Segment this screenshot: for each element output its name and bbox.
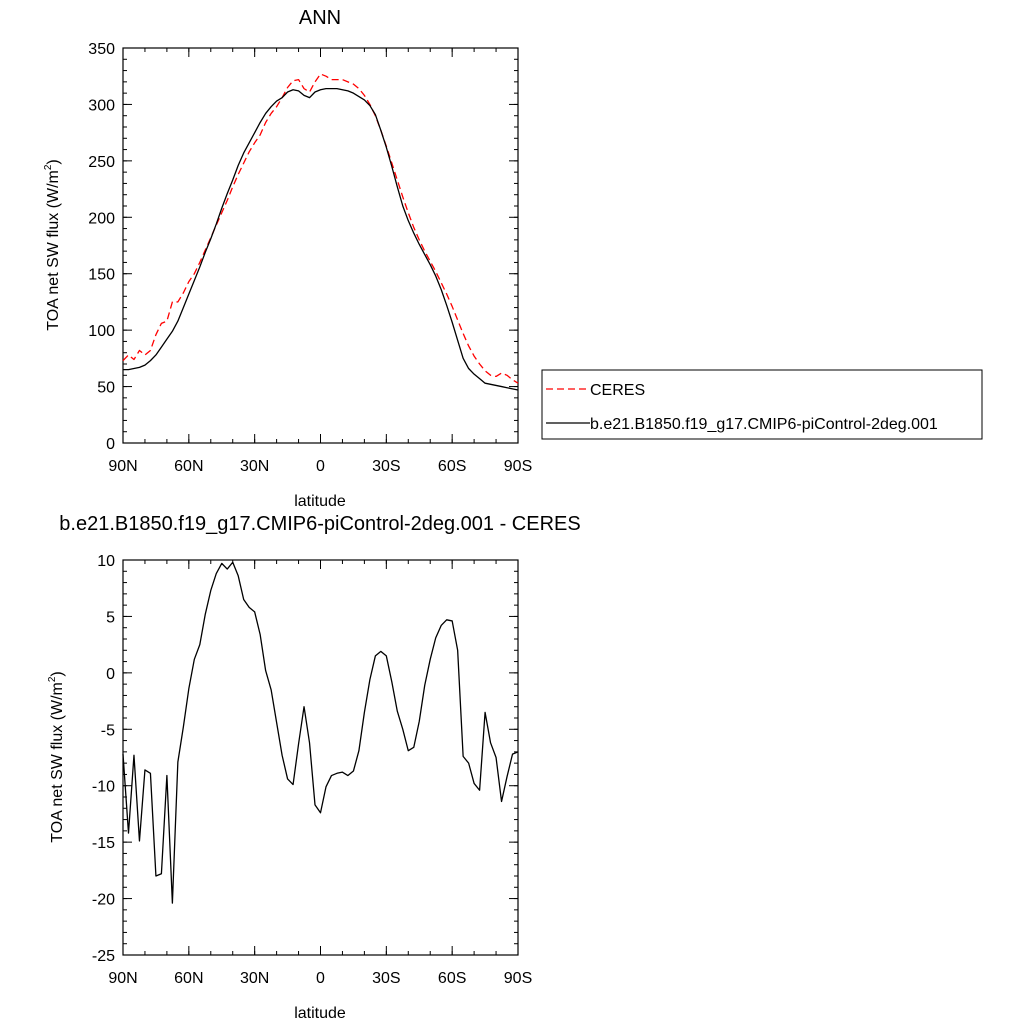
x-tick-label: 30S — [372, 970, 400, 987]
y-tick-label: 5 — [106, 609, 115, 626]
chart-title: ANN — [299, 7, 341, 29]
legend-box — [541, 369, 983, 440]
x-tick-label: 0 — [316, 970, 325, 987]
x-tick-label: 90N — [108, 970, 137, 987]
y-axis-label-close: ) — [45, 159, 62, 164]
legend-label-ceres: CERES — [590, 382, 645, 399]
y-tick-label: -10 — [92, 779, 115, 796]
y-tick-label: 0 — [106, 666, 115, 683]
y-tick-label: -25 — [92, 948, 115, 965]
chart-annual: ANN 0 50 100 150 200 250 300 350 90N 60N 30N 0 30S 6… — [43, 7, 532, 510]
y-tick-label: 350 — [88, 41, 115, 58]
x-tick-label: 60N — [174, 458, 203, 475]
legend: CERES b.e21.B1850.f19_g17.CMIP6-piContro… — [541, 369, 983, 440]
x-tick-label: 90S — [504, 970, 532, 987]
y-axis-label-text: TOA net SW flux (W/m — [45, 170, 62, 331]
y-axis-label-superscript: 2 — [47, 676, 58, 682]
x-axis-label: latitude — [294, 493, 346, 510]
x-tick-label: 90S — [504, 458, 532, 475]
chart-title: b.e21.B1850.f19_g17.CMIP6-piControl-2deg… — [59, 513, 580, 535]
series-line-1 — [123, 87, 519, 391]
legend-label-model: b.e21.B1850.f19_g17.CMIP6-piControl-2deg… — [590, 416, 938, 433]
y-tick-label: 10 — [97, 553, 115, 570]
y-tick-label: 200 — [88, 210, 115, 227]
plot-series — [122, 561, 519, 904]
x-tick-label: 30N — [240, 458, 269, 475]
y-axis-label-close: ) — [49, 671, 66, 676]
y-tick-label: -5 — [101, 722, 115, 739]
x-tick-label: 60S — [438, 458, 466, 475]
y-axis-label-text: TOA net SW flux (W/m — [49, 682, 66, 843]
x-axis-label: latitude — [294, 1005, 346, 1022]
x-tick-label: 60N — [174, 970, 203, 987]
x-tick-label: 60S — [438, 970, 466, 987]
plot-series — [122, 73, 519, 391]
y-tick-label: -20 — [92, 892, 115, 909]
y-axis-ticks: 0 50 100 150 200 250 300 350 — [88, 41, 518, 453]
y-tick-label: 100 — [88, 323, 115, 340]
y-tick-label: 250 — [88, 154, 115, 171]
y-axis-label: TOA net SW flux (W/m2) — [43, 159, 62, 331]
y-axis-label-superscript: 2 — [43, 164, 54, 170]
x-axis-ticks: 90N 60N 30N 0 30S 60S 90S — [108, 560, 532, 987]
plot-frame — [122, 47, 519, 444]
y-tick-label: 0 — [106, 436, 115, 453]
x-tick-label: 30N — [240, 970, 269, 987]
x-tick-label: 0 — [316, 458, 325, 475]
x-axis-ticks: 90N 60N 30N 0 30S 60S 90S — [108, 48, 532, 475]
y-axis-ticks: -25 -20 -15 -10 -5 0 5 10 — [92, 553, 518, 965]
y-tick-label: 50 — [97, 380, 115, 397]
chart-difference: b.e21.B1850.f19_g17.CMIP6-piControl-2deg… — [47, 513, 581, 1022]
y-tick-label: 150 — [88, 267, 115, 284]
series-line-0 — [122, 561, 519, 904]
plot-frame — [122, 559, 519, 956]
y-axis-label: TOA net SW flux (W/m2) — [47, 671, 66, 843]
x-tick-label: 30S — [372, 458, 400, 475]
series-line-0 — [122, 73, 519, 384]
x-tick-label: 90N — [108, 458, 137, 475]
y-tick-label: 300 — [88, 97, 115, 114]
y-tick-label: -15 — [92, 835, 115, 852]
